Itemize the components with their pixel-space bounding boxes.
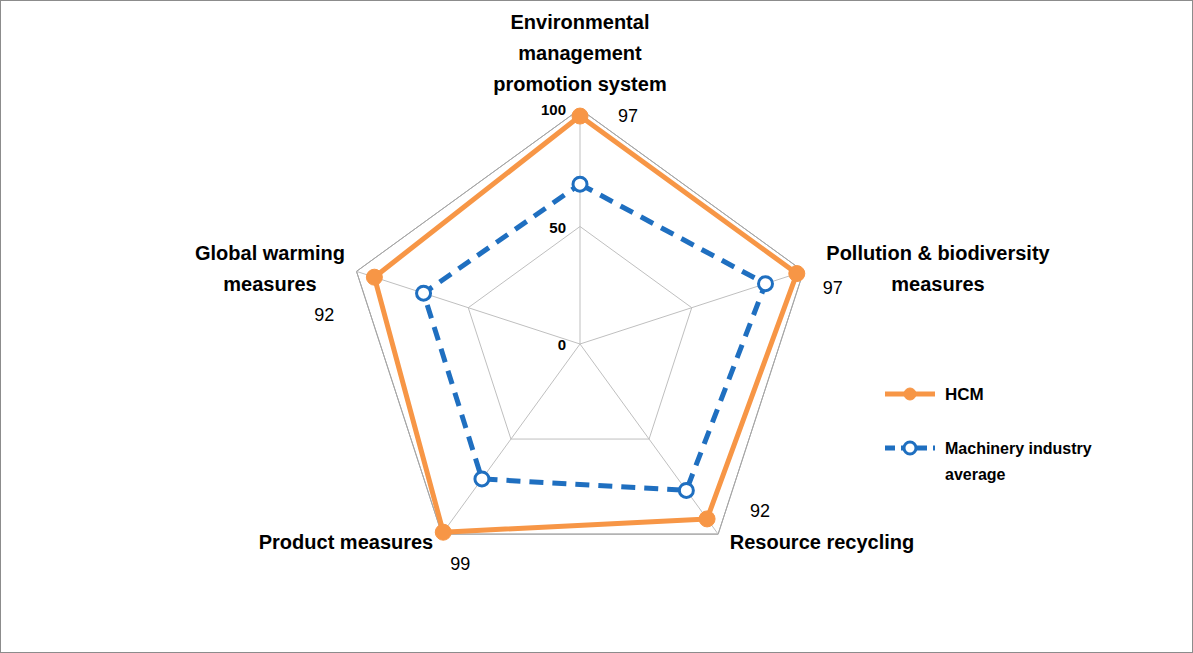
data-label: 92 [314,305,334,325]
legend-item [885,442,935,454]
marker [475,472,489,486]
data-label: 92 [750,501,770,521]
marker [699,511,715,527]
plot-area [366,108,804,540]
data-label: 99 [450,554,470,574]
series-line [424,184,766,490]
tick-label: 50 [549,219,566,236]
marker [417,286,431,300]
marker [759,277,773,291]
legend-label: Machinery industryaverage [945,440,1092,483]
category-label: Product measures [259,531,434,553]
axis-spoke [580,344,718,534]
marker [789,266,805,282]
grid-ring [357,109,804,534]
marker [435,524,451,540]
marker [679,483,693,497]
marker [366,269,382,285]
category-label: Global warmingmeasures [195,242,345,295]
legend-label: HCM [945,385,984,404]
axis-spoke [442,344,580,534]
data-label: 97 [618,106,638,126]
legend-marker [904,388,916,400]
range-ring [357,109,804,534]
category-label: Resource recycling [730,531,915,553]
tick-label: 100 [541,101,566,118]
legend-marker [904,442,916,454]
category-label: Pollution & biodiversitymeasures [826,242,1050,295]
axis-spoke [580,109,581,344]
axis-spoke [580,271,803,344]
marker [573,177,587,191]
chart: 0 50 100 Environmentalmanagementpromotion s… [0,0,1193,653]
legend-item [885,388,935,400]
data-label: 97 [823,278,843,298]
series-line [374,116,796,532]
category-label: Environmentalmanagementpromotion system [493,11,666,95]
tick-label: 0 [558,336,566,353]
marker [572,108,588,124]
frame [1,1,1193,653]
